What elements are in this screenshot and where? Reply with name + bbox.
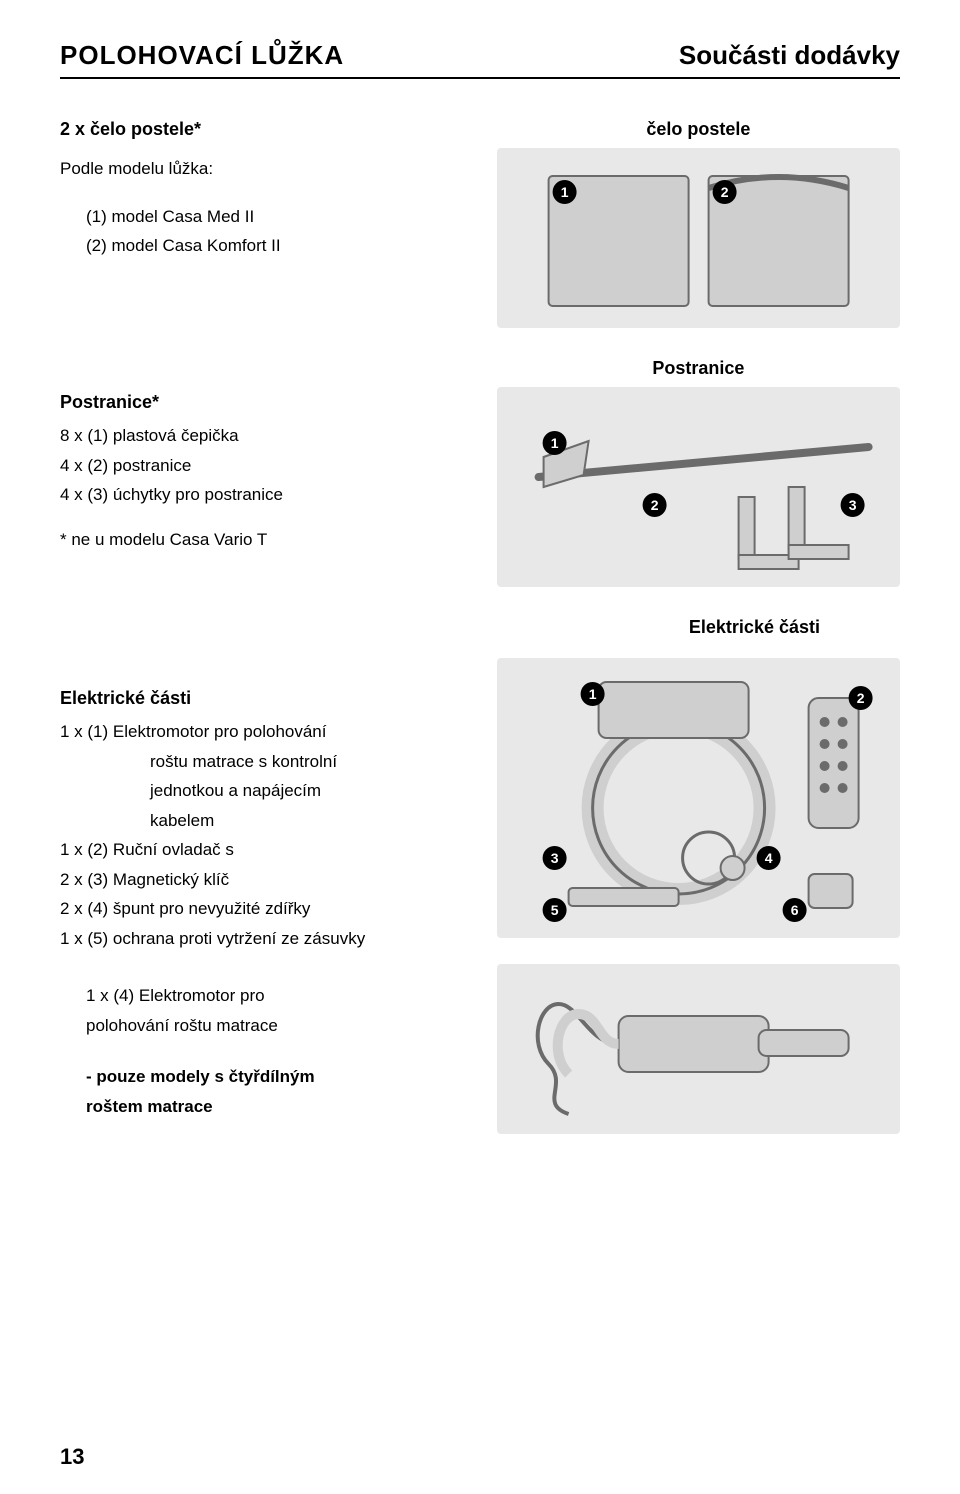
electrical-item-1b: roštu matrace s kontrolní [60,749,463,775]
sideguard-image: 1 2 3 [497,387,900,587]
svg-text:1: 1 [551,435,559,451]
electrical-item-2: 1 x (2) Ruční ovladač s [60,837,463,863]
electrical-footnote-1: - pouze modely s čtyřdílným [60,1064,463,1090]
page-header: POLOHOVACÍ LŮŽKA Součásti dodávky [60,40,900,79]
electrical-item-4: 2 x (4) špunt pro nevyužité zdířky [60,896,463,922]
svg-text:3: 3 [551,850,559,866]
headboard-intro: Podle modelu lůžka: [60,156,463,182]
headboard-image: 1 2 [497,148,900,328]
svg-text:2: 2 [721,184,729,200]
sideguard-item-2: 4 x (2) postranice [60,453,463,479]
sideguard-item-1: 8 x (1) plastová čepička [60,423,463,449]
svg-text:2: 2 [857,690,865,706]
section-electrical-images: 1 2 3 4 5 6 [497,658,900,1134]
section-headboard-text: 2 x čelo postele* Podle modelu lůžka: (1… [60,119,463,328]
sideguard-note: * ne u modelu Casa Vario T [60,530,463,550]
svg-text:3: 3 [849,497,857,513]
section-headboard: 2 x čelo postele* Podle modelu lůžka: (1… [60,119,900,328]
electrical-footnote-2: roštem matrace [60,1094,463,1120]
svg-text:6: 6 [791,902,799,918]
electrical-item-3: 2 x (3) Magnetický klíč [60,867,463,893]
section-electrical-text: Elektrické části 1 x (1) Elektromotor pr… [60,658,463,1123]
svg-text:4: 4 [765,850,773,866]
headboard-item-1: (1) model Casa Med II [60,204,463,230]
header-right-title: Součásti dodávky [679,40,900,71]
electrical-extra-1: 1 x (4) Elektromotor pro [60,983,463,1009]
electrical-item-5: 1 x (5) ochrana proti vytržení ze zásuvk… [60,926,463,952]
electrical-item-1c: jednotkou a napájecím [60,778,463,804]
electrical-image-main: 1 2 3 4 5 6 [497,658,900,938]
electrical-extra-2: polohování roštu matrace [60,1013,463,1039]
sideguard-item-3: 4 x (3) úchytky pro postranice [60,482,463,508]
svg-text:2: 2 [651,497,659,513]
section-sideguard-image: Postranice 1 2 3 [497,358,900,587]
electrical-heading-right: Elektrické části [60,617,900,638]
svg-text:1: 1 [561,184,569,200]
electrical-heading-left: Elektrické části [60,688,463,709]
electrical-image-motor [497,964,900,1134]
sideguard-heading-right: Postranice [497,358,900,379]
headboard-item-2: (2) model Casa Komfort II [60,233,463,259]
section-electrical: Elektrické části Elektrické části 1 x (1… [60,617,900,1134]
header-left-title: POLOHOVACÍ LŮŽKA [60,40,344,71]
electrical-item-1: 1 x (1) Elektromotor pro polohování [60,719,463,745]
svg-text:1: 1 [589,686,597,702]
electrical-item-1d: kabelem [60,808,463,834]
section-sideguard: Postranice* 8 x (1) plastová čepička 4 x… [60,358,900,587]
sideguard-heading-left: Postranice* [60,392,463,413]
svg-text:5: 5 [551,902,559,918]
page-number: 13 [60,1444,84,1470]
section-headboard-image: čelo postele 1 2 [497,119,900,328]
headboard-heading-left: 2 x čelo postele* [60,119,463,140]
section-sideguard-text: Postranice* 8 x (1) plastová čepička 4 x… [60,358,463,587]
headboard-heading-right: čelo postele [497,119,900,140]
